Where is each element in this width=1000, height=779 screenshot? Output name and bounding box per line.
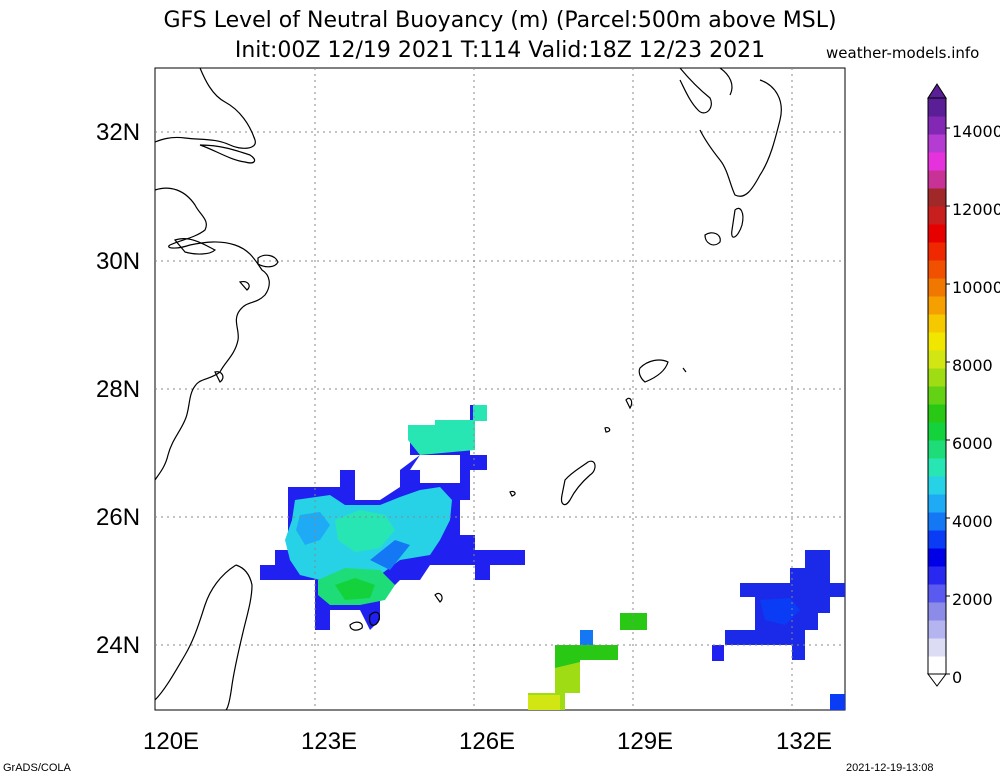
colorbar-swatch — [928, 530, 946, 549]
colorbar-swatch — [928, 260, 946, 279]
colorbar-swatch — [928, 332, 946, 351]
colorbar-swatch — [928, 548, 946, 567]
lat-tick-label: 28N — [96, 376, 141, 403]
coast-china — [154, 67, 270, 481]
colorbar-swatch — [928, 512, 946, 531]
colorbar-swatch — [928, 206, 946, 225]
colorbar-label: 0 — [952, 668, 963, 687]
colorbar-swatch — [928, 224, 946, 243]
field-east-cell — [712, 645, 724, 661]
lon-tick-label: 120E — [143, 728, 200, 755]
colorbar-swatch — [928, 602, 946, 621]
colorbar — [927, 83, 950, 687]
lat-tick-label: 32N — [96, 119, 141, 146]
field-north-cell — [473, 405, 487, 421]
map-subtitle: Init:00Z 12/19 2021 T:114 Valid:18Z 12/2… — [234, 38, 766, 63]
lon-tick-label: 126E — [459, 728, 516, 755]
lat-tick-label: 30N — [96, 248, 141, 275]
lat-tick-label: 24N — [96, 632, 141, 659]
field-south-yellowbright — [528, 695, 560, 710]
colorbar-swatch — [928, 350, 946, 369]
colorbar-top-arrow — [927, 83, 947, 99]
colorbar-frame — [927, 97, 947, 675]
lon-tick-label: 123E — [301, 728, 358, 755]
colorbar-swatch — [928, 386, 946, 405]
field-cluster-lightteal — [335, 510, 395, 552]
credit-timestamp: 2021-12-19-13:08 — [846, 762, 934, 774]
map-title: GFS Level of Neutral Buoyancy (m) (Parce… — [163, 8, 837, 33]
colorbar-swatch — [928, 620, 946, 639]
field-hole — [420, 455, 460, 483]
coast-okinawa — [560, 460, 596, 506]
coast-yaeyama — [349, 592, 443, 631]
coast-amami — [638, 359, 669, 383]
coast-taiwan — [154, 564, 253, 711]
colorbar-swatch — [928, 494, 946, 513]
colorbar-swatch — [928, 188, 946, 207]
field-north-patch — [408, 420, 475, 455]
colorbar-swatch — [928, 98, 946, 117]
coast-hangzhou — [173, 238, 217, 255]
colorbar-swatch — [928, 476, 946, 495]
colorbar-swatch — [928, 134, 946, 153]
colorbar-swatch — [928, 422, 946, 441]
field-streak — [370, 540, 410, 570]
field-cluster-teal — [296, 512, 330, 545]
colorbar-swatch — [928, 116, 946, 135]
colorbar-swatch — [928, 656, 946, 675]
coast-small1 — [509, 367, 687, 497]
colorbar-swatch — [928, 566, 946, 585]
field-se-cell — [830, 694, 845, 710]
colorbar-swatch — [928, 638, 946, 657]
colorbar-swatch — [928, 584, 946, 603]
coast-kyushu — [679, 67, 782, 197]
colorbar-swatch — [928, 458, 946, 477]
colorbar-label: 8000 — [952, 356, 993, 375]
field-south-bluecell — [580, 630, 593, 645]
colorbar-label: 14000 — [952, 122, 1000, 141]
colorbar-swatch — [928, 242, 946, 261]
coastlines — [154, 67, 782, 711]
colorbar-bottom-arrow — [927, 673, 947, 687]
lat-tick-label: 26N — [96, 504, 141, 531]
field-east-inner — [760, 598, 800, 625]
colorbar-swatch — [928, 440, 946, 459]
coast-islands — [214, 254, 279, 383]
colorbar-label: 2000 — [952, 590, 993, 609]
colorbar-label: 4000 — [952, 512, 993, 531]
colorbar-swatch — [928, 296, 946, 315]
buoyancy-field — [260, 405, 845, 710]
colorbar-swatch — [928, 170, 946, 189]
credit-grads: GrADS/COLA — [3, 762, 71, 774]
colorbar-swatch — [928, 404, 946, 423]
lon-tick-label: 132E — [776, 728, 833, 755]
lon-tick-label: 129E — [617, 728, 674, 755]
colorbar-swatch — [928, 152, 946, 171]
coast-yangtze — [199, 144, 256, 164]
field-cluster-darkgreen — [335, 578, 375, 600]
coast-japan-islands — [704, 207, 744, 246]
colorbar-swatch — [928, 368, 946, 387]
site-label: weather-models.info — [826, 44, 980, 62]
gridlines — [155, 68, 845, 710]
colorbar-swatch — [928, 278, 946, 297]
colorbar-label: 12000 — [952, 200, 1000, 219]
colorbar-swatch — [928, 314, 946, 333]
colorbar-label: 6000 — [952, 434, 993, 453]
colorbar-label: 10000 — [952, 278, 1000, 297]
